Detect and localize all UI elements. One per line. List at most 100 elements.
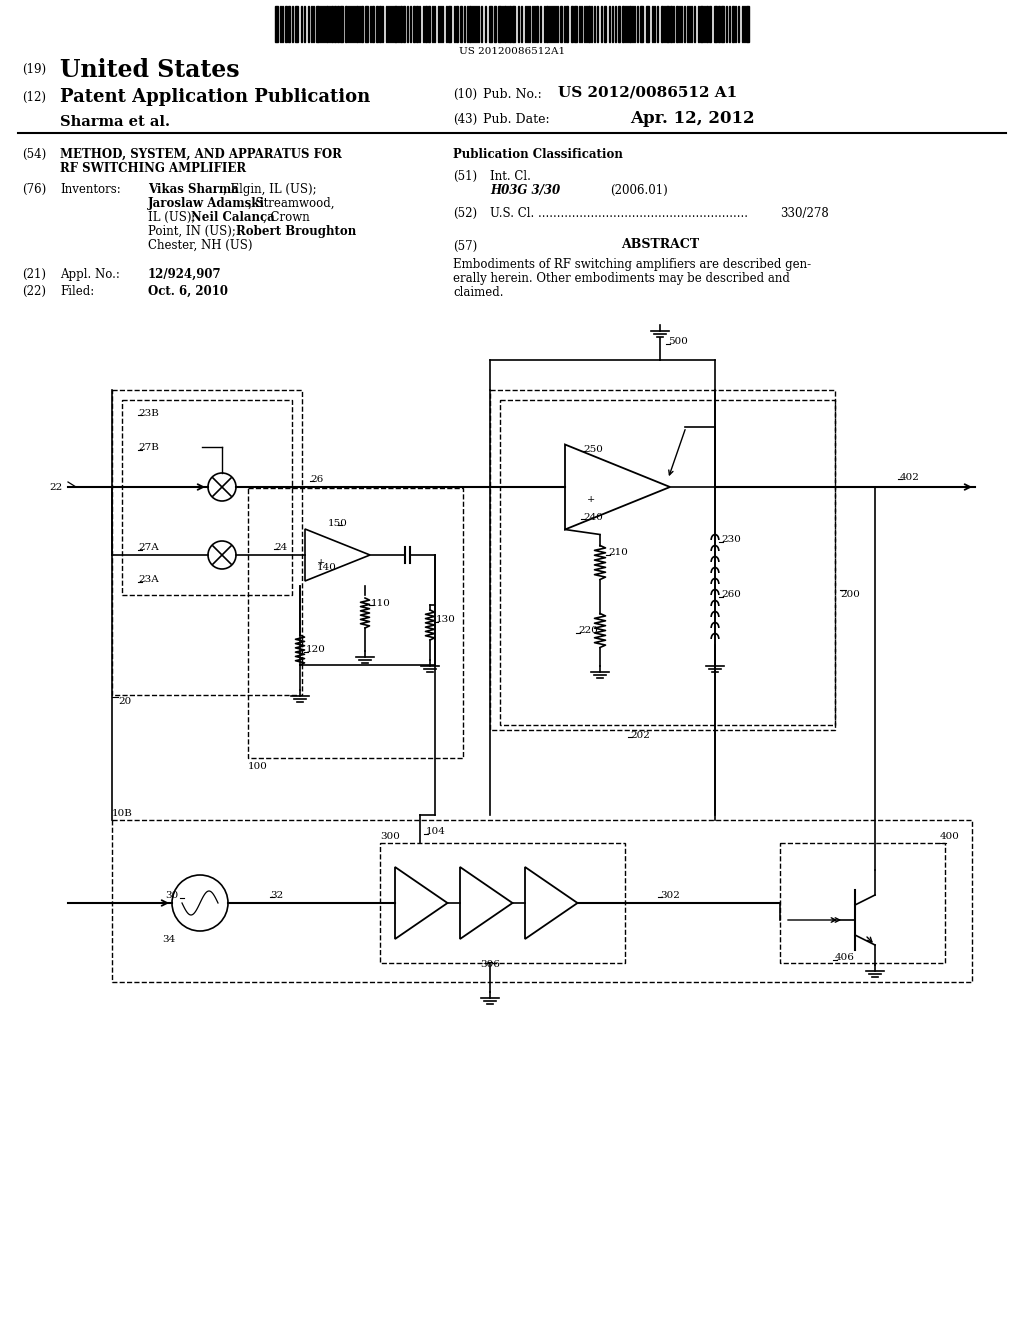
Text: Oct. 6, 2010: Oct. 6, 2010	[148, 285, 228, 298]
Bar	[504, 7, 506, 42]
Bar	[622, 7, 624, 42]
Text: Chester, NH (US): Chester, NH (US)	[148, 239, 253, 252]
Bar	[560, 7, 562, 42]
Bar	[400, 7, 402, 42]
Bar	[588, 7, 590, 42]
Text: 260: 260	[721, 590, 741, 599]
Bar	[489, 7, 492, 42]
Bar	[449, 7, 451, 42]
Text: U.S. Cl. ........................................................: U.S. Cl. ...............................…	[490, 207, 748, 220]
Text: 402: 402	[900, 473, 920, 482]
Bar	[546, 7, 548, 42]
Text: US 20120086512A1: US 20120086512A1	[459, 48, 565, 55]
Bar	[416, 7, 418, 42]
Bar	[112, 389, 302, 696]
Bar	[709, 7, 711, 42]
Text: 110: 110	[371, 598, 391, 607]
Bar	[618, 7, 620, 42]
Text: , Elgin, IL (US);: , Elgin, IL (US);	[223, 183, 316, 195]
Bar	[380, 843, 625, 964]
Bar	[676, 7, 678, 42]
Text: Robert Broughton: Robert Broughton	[236, 224, 356, 238]
Text: Point, IN (US);: Point, IN (US);	[148, 224, 240, 238]
Text: Filed:: Filed:	[60, 285, 94, 298]
Bar	[721, 7, 724, 42]
Text: 26: 26	[310, 474, 324, 483]
Text: 104: 104	[426, 828, 445, 837]
Text: 20: 20	[118, 697, 131, 706]
Text: 150: 150	[328, 519, 347, 528]
Bar	[732, 7, 734, 42]
Text: Apr. 12, 2012: Apr. 12, 2012	[630, 110, 755, 127]
Text: 306: 306	[480, 960, 500, 969]
Bar	[334, 7, 336, 42]
Bar	[316, 7, 319, 42]
Text: IL (US);: IL (US);	[148, 211, 200, 224]
Bar	[500, 400, 835, 725]
Text: 400: 400	[940, 832, 959, 841]
Text: +: +	[317, 558, 326, 568]
Bar	[746, 7, 749, 42]
Text: 302: 302	[660, 891, 680, 899]
Bar	[571, 7, 573, 42]
Text: 27A: 27A	[138, 544, 159, 553]
Bar	[365, 7, 368, 42]
Bar	[714, 7, 717, 42]
Bar	[536, 7, 538, 42]
Bar	[490, 389, 835, 730]
Text: (12): (12)	[22, 91, 46, 104]
Bar	[498, 7, 501, 42]
Text: erally herein. Other embodiments may be described and: erally herein. Other embodiments may be …	[453, 272, 790, 285]
Text: 230: 230	[721, 535, 741, 544]
Bar	[288, 7, 290, 42]
Text: claimed.: claimed.	[453, 286, 504, 300]
Bar	[345, 7, 347, 42]
Text: 200: 200	[840, 590, 860, 599]
Bar	[376, 7, 378, 42]
Text: Jaroslaw Adamski: Jaroslaw Adamski	[148, 197, 265, 210]
Bar	[356, 7, 358, 42]
Bar	[275, 7, 278, 42]
Bar	[337, 7, 339, 42]
Bar	[706, 7, 708, 42]
Bar	[372, 7, 374, 42]
Bar	[780, 843, 945, 964]
Bar	[331, 7, 333, 42]
Text: 10B: 10B	[112, 809, 133, 818]
Text: 140: 140	[316, 562, 337, 572]
Bar	[295, 7, 298, 42]
Bar	[509, 7, 511, 42]
Text: 202: 202	[630, 730, 650, 739]
Text: 30: 30	[165, 891, 178, 900]
Bar	[718, 7, 720, 42]
Text: 23B: 23B	[138, 408, 159, 417]
Text: 220: 220	[578, 626, 598, 635]
Text: 24: 24	[274, 543, 288, 552]
Bar	[700, 7, 703, 42]
Bar	[640, 7, 643, 42]
Text: Inventors:: Inventors:	[60, 183, 121, 195]
Text: (76): (76)	[22, 183, 46, 195]
Bar	[494, 7, 496, 42]
Text: RF SWITCHING AMPLIFIER: RF SWITCHING AMPLIFIER	[60, 162, 246, 176]
Text: 250: 250	[583, 445, 603, 454]
Text: 22: 22	[50, 483, 63, 491]
Bar	[574, 7, 577, 42]
Text: Sharma et al.: Sharma et al.	[60, 115, 170, 129]
Text: 330/278: 330/278	[780, 207, 828, 220]
Text: ABSTRACT: ABSTRACT	[621, 238, 699, 251]
Text: US 2012/0086512 A1: US 2012/0086512 A1	[558, 86, 737, 100]
Text: Patent Application Publication: Patent Application Publication	[60, 88, 371, 106]
Bar	[340, 7, 343, 42]
Text: Embodiments of RF switching amplifiers are described gen-: Embodiments of RF switching amplifiers a…	[453, 257, 811, 271]
Text: 12/924,907: 12/924,907	[148, 268, 221, 281]
Text: (21): (21)	[22, 268, 46, 281]
Text: 210: 210	[608, 548, 628, 557]
Text: (43): (43)	[453, 114, 477, 125]
Bar	[604, 7, 606, 42]
Text: 406: 406	[835, 953, 855, 962]
Bar	[428, 7, 430, 42]
Bar	[394, 7, 397, 42]
Text: (22): (22)	[22, 285, 46, 298]
Text: H03G 3/30: H03G 3/30	[490, 183, 560, 197]
